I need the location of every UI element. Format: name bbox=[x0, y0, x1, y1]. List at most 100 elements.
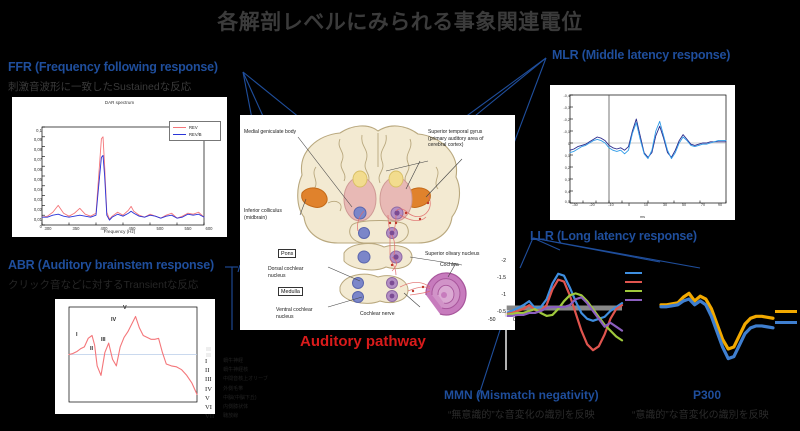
mmn-ytick--0_5: -0.5 bbox=[497, 309, 506, 315]
abr-site-I: 蝸牛神経 bbox=[223, 358, 244, 364]
abr-legend bbox=[206, 347, 211, 357]
label-cochlear-nerve: Cochlear nerve bbox=[360, 311, 395, 317]
mlr-xtick--30: -30 bbox=[572, 203, 578, 207]
ffr-legend: REV REV/B bbox=[169, 121, 221, 141]
ffr-xtick-500: 500 bbox=[156, 226, 164, 231]
label-ventral-cochlear-nucleus: Ventral cochlear nucleus bbox=[276, 307, 313, 320]
abr-legend-item-1 bbox=[206, 353, 211, 357]
ffr-ytick-0_05: 0,05 bbox=[33, 177, 42, 182]
p300-subtitle: “意識的”な音変化の識別を反映 bbox=[632, 410, 769, 421]
mmn-legend-swatch-blue bbox=[625, 272, 642, 274]
mlr-xtick-10: 10 bbox=[643, 203, 649, 207]
ffr-legend-item-1: REV/B bbox=[173, 132, 217, 137]
mlr-ytick--0_4: -0,4 bbox=[563, 94, 570, 98]
mlr-xtick-50: 50 bbox=[681, 203, 687, 207]
abr-table-numerals: I II III IV V VI VII bbox=[205, 357, 214, 421]
label-dorsal-cochlear-nucleus: Dorsal cochlear nucleus bbox=[268, 266, 304, 279]
mlr-ytick--0_3: -0,3 bbox=[563, 106, 570, 110]
label-superior-temporal-gyrus: Superior temporal gyrus (primary auditor… bbox=[428, 129, 484, 149]
llr-heading: LLR (Long latency response) bbox=[530, 229, 697, 243]
page-title: 各解剖レベルにみられる事象関連電位 bbox=[217, 11, 583, 34]
mlr-xtick--10: -10 bbox=[608, 203, 614, 207]
mlr-ytick--0_2: -0,2 bbox=[563, 118, 570, 122]
ffr-legend-label-revb: REV/B bbox=[189, 132, 202, 137]
ffr-spectrum-chart: DAR spectrum 0,1 0,09 0,08 0,07 0,06 0,0… bbox=[12, 97, 227, 237]
ffr-xtick-350: 350 bbox=[72, 226, 80, 231]
abr-generator-table: I II III IV V VI VII 蝸牛神経 蝸牛神経核 中間音核上オリー… bbox=[205, 357, 268, 421]
abr-site-IV: 外側毛帯 bbox=[223, 385, 244, 392]
mlr-plot bbox=[569, 94, 727, 204]
ffr-legend-swatch-revb bbox=[173, 134, 186, 135]
ffr-ytick-0: 0 bbox=[39, 224, 42, 229]
ffr-xtick-600: 600 bbox=[205, 226, 213, 231]
mlr-xtick-70: 70 bbox=[700, 203, 706, 207]
ffr-legend-item-0: REV bbox=[173, 125, 217, 130]
abr-heading: ABR (Auditory brainstem response) bbox=[8, 258, 214, 272]
mlr-xtick--20: -20 bbox=[589, 203, 595, 207]
ffr-ytick-0_07: 0,07 bbox=[33, 157, 42, 162]
mmn-legend bbox=[625, 272, 642, 301]
abr-wave-label-II: II bbox=[90, 346, 94, 352]
mlr-xtick-30: 30 bbox=[662, 203, 668, 207]
abr-site-II: 蝸牛神経核 bbox=[223, 367, 249, 374]
label-medial-geniculate-body: Medial geniculate body bbox=[244, 129, 297, 135]
abr-site-VI: 内側膝状体 bbox=[223, 404, 249, 411]
mlr-ytick-0: 0 bbox=[567, 142, 570, 146]
mlr-xtick-90: 90 bbox=[717, 203, 723, 207]
abr-site-VII: 聴放線 bbox=[223, 413, 239, 420]
ffr-legend-label-rev: REV bbox=[189, 125, 198, 130]
auditory-pathway-caption: Auditory pathway bbox=[300, 333, 426, 350]
abr-wave-label-V: V bbox=[123, 305, 127, 311]
ffr-xtick-550: 550 bbox=[184, 226, 192, 231]
ffr-ytick-0_01: 0,01 bbox=[33, 217, 42, 222]
label-superior-olivary-nucleus: Superior olivary nucleus bbox=[425, 251, 480, 257]
mmn-xtick--50: -50 bbox=[488, 317, 496, 323]
ffr-legend-swatch-rev bbox=[173, 127, 186, 128]
p300-waveform-chart bbox=[655, 268, 800, 383]
abr-site-V: 中脳(中脳下丘) bbox=[223, 394, 257, 401]
mmn-heading: MMN (Mismatch negativity) bbox=[444, 388, 599, 402]
ffr-ytick-0_08: 0,08 bbox=[33, 147, 42, 152]
mlr-xtick-0: 0 bbox=[627, 203, 631, 207]
ffr-ytick-0_04: 0,04 bbox=[33, 187, 42, 192]
label-inferior-colliculus: Inferior colliculus (midbrain) bbox=[244, 208, 282, 221]
ffr-subtitle: 刺激音波形に一致したSustainedな反応 bbox=[8, 81, 192, 93]
abr-waveform-chart: I II III IV V bbox=[55, 299, 215, 414]
mlr-waveform-chart: -0,4 -0,3 -0,2 -0,1 0 0,1 0,2 0,3 0,4 0,… bbox=[550, 85, 735, 220]
brain-illustration bbox=[297, 125, 467, 316]
mlr-xaxis-label: ms bbox=[639, 215, 646, 219]
abr-table-sites: 蝸牛神経 蝸牛神経核 中間音核上オリーブ 外側毛帯 中脳(中脳下丘) 内側膝状体… bbox=[223, 357, 268, 421]
mmn-legend-swatch-red bbox=[625, 281, 642, 283]
abr-numeral-I: I bbox=[205, 358, 208, 365]
ffr-plot bbox=[41, 126, 205, 226]
abr-numeral-VII: VII bbox=[205, 413, 215, 421]
mlr-ytick-0_5: 0,5 bbox=[564, 200, 570, 204]
abr-wave-label-III: III bbox=[101, 337, 106, 343]
mmn-ytick--2: -2 bbox=[501, 258, 506, 264]
ffr-xaxis-label: Frequency (Hz) bbox=[103, 229, 136, 234]
mmn-legend-swatch-green bbox=[625, 290, 642, 292]
ffr-ytick-0_09: 0,09 bbox=[33, 137, 42, 142]
mmn-plot bbox=[504, 262, 624, 370]
ffr-chart-title: DAR spectrum bbox=[104, 100, 135, 105]
abr-legend-item-0 bbox=[206, 347, 211, 351]
mlr-ytick--0_1: -0,1 bbox=[563, 130, 570, 134]
ffr-heading: FFR (Frequency following response) bbox=[8, 60, 218, 74]
abr-numeral-III: III bbox=[205, 376, 212, 384]
mlr-ytick-0_4: 0,4 bbox=[564, 190, 570, 194]
abr-subtitle: クリック音などに対するTransientな反応 bbox=[8, 279, 199, 291]
abr-plot bbox=[68, 306, 198, 403]
mlr-ytick-0_2: 0,2 bbox=[564, 166, 570, 170]
abr-wave-label-IV: IV bbox=[111, 317, 117, 323]
abr-numeral-VI: VI bbox=[205, 404, 212, 412]
mmn-waveform-chart: -2 -1.5 -1 -0.5 -50 0 bbox=[488, 258, 648, 383]
mlr-ytick-0_3: 0,3 bbox=[564, 178, 570, 182]
mlr-ytick-0_1: 0,1 bbox=[564, 154, 570, 158]
mlr-heading: MLR (Middle latency response) bbox=[552, 48, 731, 62]
label-pons: Pons bbox=[278, 249, 297, 258]
ffr-xtick-400: 400 bbox=[100, 226, 108, 231]
ffr-ytick-0_02: 0,02 bbox=[33, 207, 42, 212]
abr-site-III: 中間音核上オリーブ bbox=[223, 376, 268, 383]
mmn-xtick-0: 0 bbox=[513, 317, 516, 323]
